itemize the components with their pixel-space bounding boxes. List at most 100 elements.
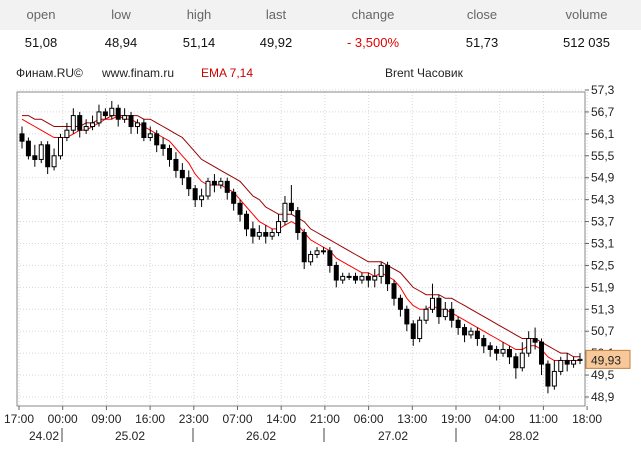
quote-value-open: 51,08 (24, 35, 58, 50)
candle (237, 199, 243, 222)
x-time-label: 00:00 (48, 412, 78, 426)
candle (410, 320, 416, 346)
candle (359, 272, 365, 284)
quote-header-last: last (265, 7, 287, 22)
x-time-label: 17:00 (4, 412, 34, 426)
candle (19, 126, 25, 149)
candle (327, 247, 333, 273)
candle-body (410, 323, 416, 340)
quote-values-row: 51,08 48,94 51,14 49,92 - 3,500% 51,73 5… (0, 30, 641, 58)
candle-body (468, 330, 474, 336)
candle (282, 195, 288, 226)
candle (474, 327, 480, 346)
candle (102, 108, 108, 120)
candle-body (442, 308, 448, 318)
y-tick-label: 56,7 (591, 105, 615, 119)
candle-body (378, 264, 384, 277)
instrument-title: Brent Часовик (385, 66, 463, 80)
candle-body (436, 297, 442, 318)
brand-label: Финам.RU© (16, 66, 83, 80)
candle (404, 305, 410, 332)
y-tick-label: 57,3 (591, 83, 615, 97)
candle (256, 225, 262, 240)
quote-header-open: open (26, 7, 56, 22)
site-link[interactable]: www.finam.ru (102, 66, 175, 80)
y-tick-label: 53,1 (591, 237, 615, 251)
candle-body (365, 275, 371, 281)
y-tick-label: 53,7 (591, 215, 615, 229)
candle (141, 119, 147, 142)
candle (385, 261, 391, 292)
candle (25, 137, 31, 160)
candle-body (141, 122, 147, 139)
last-price-label: 49,93 (591, 353, 621, 367)
candle (487, 342, 493, 357)
x-time-label: 16:00 (135, 412, 165, 426)
candle-body (474, 330, 480, 340)
candle-body (51, 155, 57, 168)
chart-header: Финам.RU© www.finam.ru EMA 7,14 Brent Ча… (0, 62, 641, 84)
x-time-label: 11:00 (529, 412, 558, 426)
candle-body (64, 129, 70, 139)
candle (340, 272, 346, 284)
candle (173, 152, 179, 178)
plot-area (16, 91, 586, 407)
candle (558, 356, 564, 376)
candle-body (353, 275, 359, 281)
quote-value-close: 51,73 (465, 35, 499, 50)
quote-value-low: 48,94 (104, 35, 138, 50)
candle (500, 342, 506, 357)
candle-body (70, 115, 76, 131)
candle (51, 148, 57, 171)
candle-body (186, 177, 192, 190)
candle-body (218, 180, 224, 186)
candle-body (558, 359, 564, 372)
candle (429, 283, 435, 313)
x-time-label: 19:00 (441, 412, 471, 426)
x-time-label: 09:00 (91, 412, 121, 426)
y-tick-label: 49,5 (591, 368, 615, 382)
candle-body (462, 327, 468, 336)
quote-value-change: - 3,500% (346, 35, 400, 50)
candle (468, 327, 474, 339)
candle (333, 261, 339, 288)
candle-body (288, 202, 294, 212)
quote-value-last: 49,92 (259, 35, 293, 50)
candle (571, 356, 577, 368)
candle (77, 111, 83, 138)
candle-body (57, 137, 63, 157)
candle (494, 345, 500, 361)
candle (218, 177, 224, 189)
candle-body (372, 275, 378, 281)
candle (564, 353, 570, 372)
candle (372, 269, 378, 288)
candle (250, 221, 256, 244)
candle (295, 206, 301, 240)
candle-body (539, 341, 545, 365)
candle-body (263, 232, 269, 237)
candle-body (487, 345, 493, 350)
candle-body (526, 338, 532, 354)
y-tick-label: 52,5 (591, 258, 615, 272)
y-tick-label: 50,7 (591, 324, 615, 338)
candle-body (77, 115, 83, 131)
candle (436, 294, 442, 324)
candle-body (147, 133, 153, 139)
x-time-label: 23:00 (179, 412, 209, 426)
quote-header-low: low (111, 7, 131, 22)
candle-body (173, 158, 179, 171)
candle (481, 334, 487, 354)
candle (526, 331, 532, 357)
y-tick-label: 54,3 (591, 193, 615, 207)
candle (205, 177, 211, 200)
candle-body (340, 275, 346, 281)
y-tick-label: 55,5 (591, 149, 615, 163)
candle (442, 301, 448, 321)
candle (199, 188, 205, 207)
candle-body (160, 144, 166, 149)
candle-body (429, 297, 435, 310)
x-date-label: 24.02 (29, 429, 59, 443)
candle (154, 130, 160, 153)
candle (353, 272, 359, 284)
candle-body (205, 180, 211, 197)
